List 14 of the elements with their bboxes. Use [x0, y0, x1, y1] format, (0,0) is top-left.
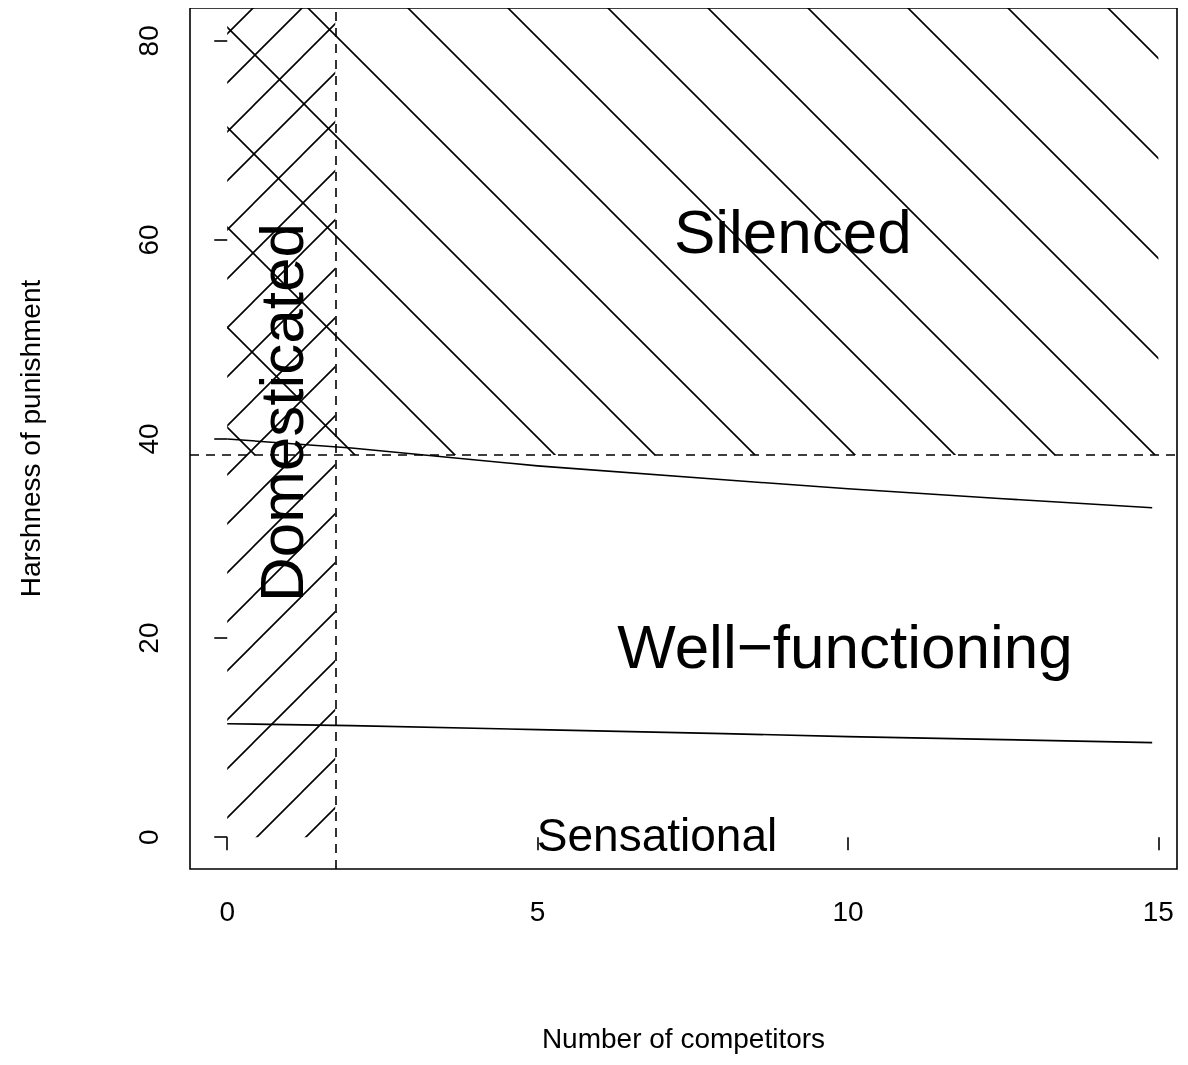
annotation: Well−functioning	[617, 611, 1073, 681]
y-tick-label: 60	[132, 224, 164, 256]
x-axis-title: Number of competitors	[541, 1022, 826, 1054]
y-tick-label: 0	[132, 829, 164, 845]
annotation: Sensational	[536, 809, 778, 861]
y-tick-label: 20	[132, 622, 164, 654]
x-tick-label: 0	[219, 895, 236, 927]
y-axis-title: Harshness of punishment	[14, 279, 46, 598]
y-tick-label: 40	[132, 423, 164, 455]
y-tick-label: 80	[132, 25, 164, 57]
x-tick-label: 10	[832, 895, 864, 927]
x-tick-label: 5	[529, 895, 546, 927]
x-tick-label: 15	[1142, 895, 1174, 927]
band-label: Domesticated	[246, 223, 316, 603]
